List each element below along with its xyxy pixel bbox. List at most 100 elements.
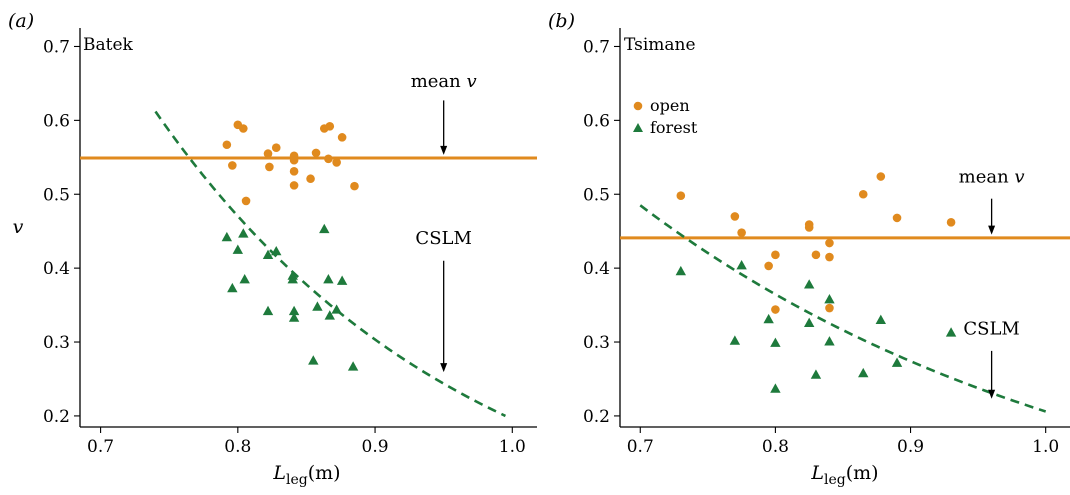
panel-b-x-axis-label: Lleg(m) — [810, 462, 878, 488]
panel-a-forest-point — [262, 305, 274, 316]
panel-a-forest-point — [262, 249, 274, 259]
panel-b-open-point — [730, 212, 740, 221]
panel-a-label: (a) — [8, 10, 34, 32]
panel-a-open-point — [265, 162, 274, 172]
panel-b-forest-point — [945, 327, 957, 337]
panel-a-open-point — [332, 158, 341, 167]
panel-a-forest-point — [239, 274, 250, 284]
panel-b-y-tick-label: 0.3 — [583, 333, 610, 353]
panel-b-open-point — [876, 172, 886, 181]
panel-a-open-point — [350, 181, 359, 191]
panel-a-open-point — [222, 140, 232, 150]
panel-b-x-tick-label: 0.8 — [762, 437, 789, 457]
panel-a-mean-v-annotation: mean v — [411, 71, 477, 92]
panel-a-x-tick-label: 0.9 — [362, 437, 389, 457]
panel-b-forest-point — [729, 335, 741, 345]
panel-a-y-axis-label: v — [13, 216, 24, 238]
panel-a-open-point — [324, 154, 333, 164]
panel-a-forest-point — [288, 312, 300, 322]
panel-b-y-tick-label: 0.7 — [583, 37, 610, 57]
panel-a-open-point — [289, 181, 299, 190]
panel-b-label: (b) — [548, 10, 575, 32]
panel-b-cslm-annotation: CSLM — [963, 319, 1020, 340]
panel-a-x-tick-label: 0.7 — [87, 437, 114, 457]
panel-a-open-point — [228, 161, 237, 170]
panel-a-forest-point — [323, 274, 334, 284]
panel-b-legend-open-label: open — [650, 96, 690, 115]
panel-a-y-tick-label: 0.6 — [43, 111, 70, 131]
panel-a-forest-point — [287, 270, 298, 280]
panel-a-forest-point — [271, 245, 282, 256]
panel-b-forest-point — [770, 337, 781, 347]
panel-a-forest-point — [312, 301, 323, 311]
panel-b-open-point — [811, 250, 821, 260]
panel-b-cslm-curve — [639, 204, 1047, 413]
panel-b-forest-point — [810, 369, 822, 379]
panel-a-forest-point — [308, 355, 319, 365]
panel-a-forest-point — [238, 228, 249, 238]
panel-b-open-point — [825, 238, 834, 248]
panel-a-x-axis-label-unit: (m) — [308, 462, 341, 484]
panel-a-forest-point — [232, 244, 244, 254]
panel-a-forest-point — [288, 305, 300, 316]
panel-a-open-point — [263, 149, 273, 158]
panel-a-mean-v-annotation-symbol: v — [466, 71, 476, 92]
panel-a-open-point — [311, 148, 321, 158]
panel-b-x-axis-label-sub: leg — [824, 472, 846, 488]
panel-b-open-point — [892, 213, 902, 223]
panel-a-cslm-curve — [154, 110, 506, 418]
panel-b-forest-point — [675, 265, 687, 276]
panel-b-open-point — [771, 305, 780, 314]
panel-b-open-point — [825, 252, 834, 262]
panel-b-y-tick-label: 0.4 — [583, 259, 610, 279]
panel-a-forest-point — [221, 231, 233, 242]
panel-b-y-tick-label: 0.2 — [583, 407, 610, 427]
panel-a-open-point — [325, 121, 335, 131]
panel-a-open-point — [271, 143, 281, 152]
panel-b-open-point — [825, 303, 834, 313]
panel-a-open-point — [241, 196, 251, 206]
panel-a-x-axis-label-base: L — [272, 462, 286, 484]
panel-a-mean-v-annotation-arrowhead — [440, 145, 448, 155]
panel-b-forest-point — [803, 279, 815, 289]
panel-b-open-point — [804, 223, 814, 232]
panel-a-forest-point — [336, 275, 348, 285]
panel-a-y-tick-label: 0.3 — [43, 333, 70, 353]
panel-b-cslm-annotation-arrowhead — [988, 389, 996, 399]
panel-b-forest-point — [858, 367, 869, 378]
panel-b-y-tick-label: 0.6 — [583, 111, 610, 131]
panel-b-mean-v-annotation-symbol: v — [1014, 166, 1024, 187]
panel-a-open-point — [239, 124, 248, 133]
panel-b-forest-point — [803, 317, 815, 327]
panel-a-cslm-annotation: CSLM — [415, 228, 472, 249]
panel-a-open-point — [289, 167, 299, 176]
panel-a-y-tick-label: 0.5 — [43, 185, 70, 205]
panel-b-legend-forest-label: forest — [650, 118, 698, 137]
panel-a-mean-v-annotation-text: mean — [411, 71, 467, 92]
panel-b-legend-open-marker — [633, 101, 643, 111]
panel-a-open-point — [306, 174, 315, 184]
panel-b: (b) Tsimane Lleg(m) 0.2 0.3 0.4 0.5 0.6 0.7 0.… — [548, 10, 1070, 488]
panel-a: (a) Batek v Lleg(m) 0.2 0.3 0.4 0.5 0.6 0.7 0.… — [8, 10, 537, 488]
panel-b-forest-point — [824, 293, 835, 304]
panel-b-mean-v-annotation-arrowhead — [988, 225, 996, 235]
panel-a-y-tick-label: 0.2 — [43, 407, 70, 427]
panel-b-forest-point — [763, 313, 774, 324]
panel-b-x-tick-label: 0.9 — [897, 437, 924, 457]
panel-a-forest-point — [347, 361, 359, 371]
panel-b-forest-point — [891, 357, 903, 367]
panel-b-mean-v-annotation-text: mean — [959, 166, 1015, 187]
panel-b-forest-point — [736, 259, 747, 270]
panel-a-open-point — [337, 133, 347, 142]
panel-a-cslm-annotation-arrowhead — [440, 363, 448, 373]
panel-a-title: Batek — [83, 35, 134, 55]
panel-b-open-point — [737, 228, 746, 237]
panel-b-legend-forest-marker — [633, 123, 643, 132]
panel-b-open-point — [764, 261, 773, 271]
panel-a-forest-point — [319, 223, 330, 234]
panel-b-y-tick-label: 0.5 — [583, 185, 610, 205]
panel-a-forest-point — [227, 282, 238, 293]
panel-b-forest-point — [770, 383, 781, 393]
panel-a-x-tick-label: 0.8 — [224, 437, 251, 457]
